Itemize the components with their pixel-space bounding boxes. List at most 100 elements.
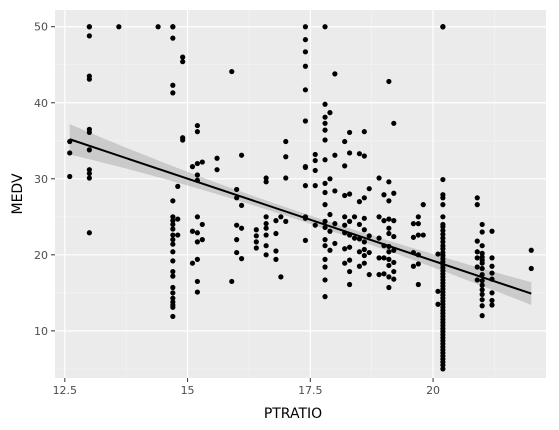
data-point: [67, 173, 73, 180]
x-tick-label: 20: [426, 384, 440, 397]
data-point: [381, 192, 387, 198]
data-point: [322, 101, 328, 107]
data-point: [342, 138, 348, 145]
data-point: [302, 164, 309, 170]
data-point: [322, 277, 328, 283]
data-point: [351, 235, 358, 241]
data-point: [199, 237, 205, 243]
data-point: [170, 290, 176, 296]
data-point: [278, 274, 284, 280]
data-point: [347, 218, 353, 224]
data-point: [386, 198, 392, 204]
data-point: [170, 24, 176, 30]
data-point: [347, 129, 353, 136]
data-point: [322, 114, 328, 120]
data-point: [170, 198, 176, 204]
data-point: [263, 221, 269, 227]
data-point: [410, 221, 417, 227]
data-point: [440, 235, 446, 241]
confidence-band: [69, 124, 532, 305]
data-point: [263, 252, 269, 258]
data-point: [322, 189, 328, 196]
data-point: [391, 120, 397, 126]
data-point: [170, 221, 176, 228]
data-point: [356, 263, 363, 269]
data-point: [386, 256, 392, 262]
data-point: [440, 246, 446, 252]
data-point: [366, 271, 372, 278]
data-point: [440, 214, 446, 220]
data-point: [440, 362, 446, 368]
data-point: [347, 191, 353, 197]
data-point: [302, 87, 309, 93]
data-point: [214, 167, 220, 173]
y-tick-label: 40: [34, 97, 48, 110]
data-point: [332, 152, 338, 158]
data-point: [479, 243, 485, 249]
data-point: [361, 252, 367, 259]
data-point: [474, 264, 480, 270]
x-axis: 12.5 15 17.5 20: [53, 378, 440, 397]
data-point: [356, 249, 363, 255]
data-point: [391, 276, 397, 282]
data-point: [273, 248, 279, 254]
data-point: [347, 257, 353, 263]
data-point: [342, 246, 348, 252]
data-point: [170, 268, 176, 275]
data-point: [283, 218, 289, 224]
data-point: [415, 281, 421, 288]
data-point: [302, 237, 309, 243]
data-point: [238, 202, 245, 209]
regression-line: [69, 138, 532, 295]
data-point: [440, 176, 446, 183]
data-point: [391, 190, 397, 196]
data-point: [386, 230, 392, 237]
data-point: [170, 214, 176, 220]
data-point: [474, 249, 480, 255]
data-point: [180, 137, 186, 143]
data-point: [302, 37, 309, 43]
data-point: [170, 258, 176, 264]
data-point: [170, 295, 176, 301]
data-point: [253, 239, 259, 245]
data-point: [474, 202, 480, 208]
data-point: [302, 24, 309, 30]
data-point: [229, 68, 235, 75]
data-point: [332, 71, 338, 77]
data-point: [479, 229, 485, 235]
data-point: [238, 256, 245, 262]
data-point: [194, 214, 200, 220]
data-point: [116, 24, 122, 30]
data-point: [440, 24, 446, 30]
data-point: [376, 255, 382, 261]
data-point: [170, 226, 176, 232]
data-point: [386, 249, 392, 255]
data-point: [322, 264, 328, 270]
data-point: [376, 271, 382, 278]
data-point: [180, 54, 186, 60]
data-point: [347, 268, 353, 275]
data-point: [347, 244, 353, 250]
data-point: [489, 255, 495, 261]
data-point: [322, 243, 328, 249]
data-point: [283, 154, 289, 160]
data-point: [194, 278, 200, 285]
data-point: [238, 225, 245, 231]
x-tick-label: 12.5: [53, 384, 78, 397]
data-point: [366, 186, 372, 192]
data-point: [283, 138, 289, 145]
data-point: [175, 232, 181, 238]
y-tick-label: 30: [34, 173, 48, 186]
data-point: [234, 222, 240, 228]
x-tick-label: 17.5: [298, 384, 323, 397]
data-point: [253, 227, 259, 233]
y-tick-label: 50: [34, 21, 48, 34]
data-point: [194, 230, 200, 236]
data-point: [391, 233, 397, 240]
data-point: [435, 301, 441, 307]
data-point: [415, 232, 421, 238]
data-point: [170, 232, 176, 238]
data-point: [170, 273, 176, 279]
data-point: [155, 24, 161, 30]
data-point: [327, 110, 333, 116]
